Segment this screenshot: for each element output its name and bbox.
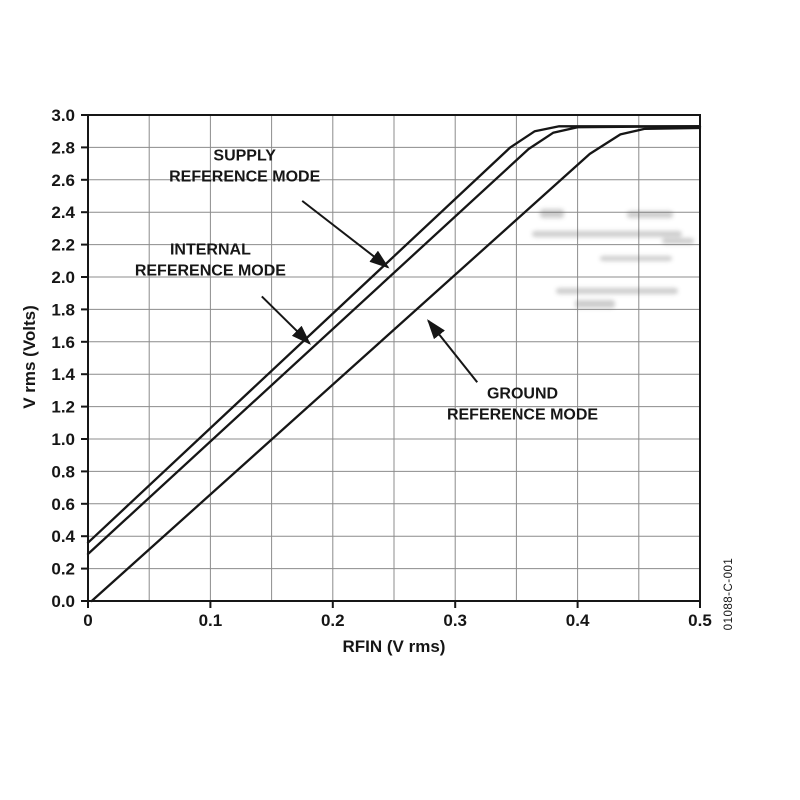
y-tick-label: 2.6 [51,171,75,190]
annotation-supply-reference-mode: SUPPLY REFERENCE MODE [169,147,390,269]
y-tick-label: 1.0 [51,430,75,449]
series-internal-reference-mode [86,125,702,556]
figure-code: 01088-C-001 [723,557,735,631]
x-tick-label: 0 [83,611,92,630]
annotation-arrow [301,200,390,269]
annotation-internal-reference-mode: INTERNAL REFERENCE MODE [135,241,311,345]
gridlines [88,115,700,601]
y-tick-label: 2.4 [51,203,75,222]
y-tick-labels: 0.0 0.2 0.4 0.6 0.8 1.0 1.2 1.4 1.6 1.8 2.0 2.2 2.4 2… [51,106,75,611]
y-tick-label: 0.6 [51,495,75,514]
y-tick-label: 1.6 [51,333,75,352]
x-tick-label: 0.3 [443,611,467,630]
y-tick-label: 0.8 [51,462,75,481]
x-tick-label: 0.1 [199,611,223,630]
y-tick-label: 0.2 [51,560,75,579]
annotation-ground-reference-mode: GROUND REFERENCE MODE [427,319,598,424]
y-axis-label: V rms (Volts) [20,305,39,409]
x-axis-label: RFIN (V rms) [342,637,446,656]
annotation-text: GROUND REFERENCE MODE [447,386,598,424]
x-tick-label: 0.4 [566,611,590,630]
y-tick-label: 2.2 [51,236,75,255]
axis-ticks [81,114,701,608]
y-tick-label: 0.4 [51,527,75,546]
plot-frame [87,114,701,602]
annotation-text: INTERNAL REFERENCE MODE [135,241,286,279]
x-tick-labels: 0 0.1 0.2 0.3 0.4 0.5 [83,611,712,630]
y-tick-label: 1.8 [51,300,75,319]
x-tick-label: 0.5 [688,611,712,630]
y-tick-label: 0.0 [51,592,75,611]
y-tick-label: 3.0 [51,106,75,125]
annotation-arrow [261,295,311,345]
x-tick-label: 0.2 [321,611,345,630]
series-ground-reference-mode [90,126,702,603]
y-tick-label: 2.0 [51,268,75,287]
y-tick-label: 1.2 [51,398,75,417]
y-tick-label: 1.4 [51,365,75,384]
annotation-text: SUPPLY REFERENCE MODE [169,147,320,185]
y-tick-label: 2.8 [51,138,75,157]
annotation-arrow [427,319,479,383]
artifact-smudge [532,209,694,308]
